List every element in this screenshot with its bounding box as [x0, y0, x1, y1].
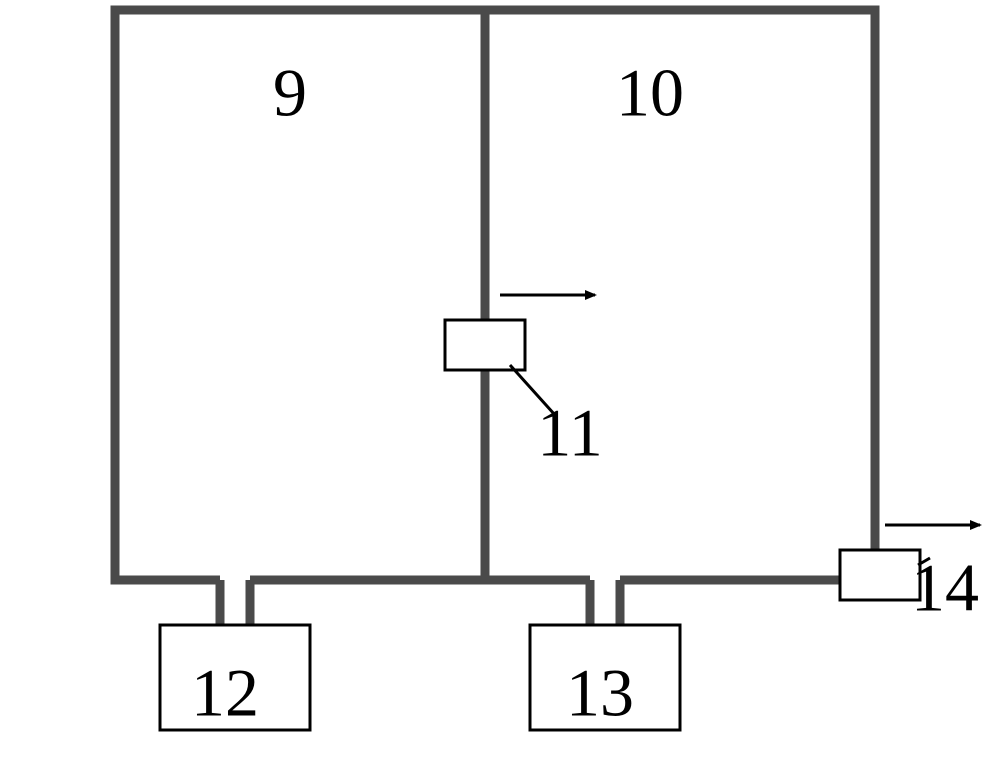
label-fourteen: 14	[911, 550, 979, 626]
label-eleven: 11	[537, 395, 602, 471]
background	[0, 0, 1000, 769]
label-thirteen: 13	[566, 655, 634, 731]
label-twelve: 12	[191, 655, 259, 731]
valve14	[840, 550, 920, 600]
label-ten: 10	[616, 55, 684, 131]
diagram-canvas: 9 10 11 12 13 14	[0, 0, 1000, 769]
valve11	[445, 320, 525, 370]
label-nine: 9	[273, 55, 307, 131]
